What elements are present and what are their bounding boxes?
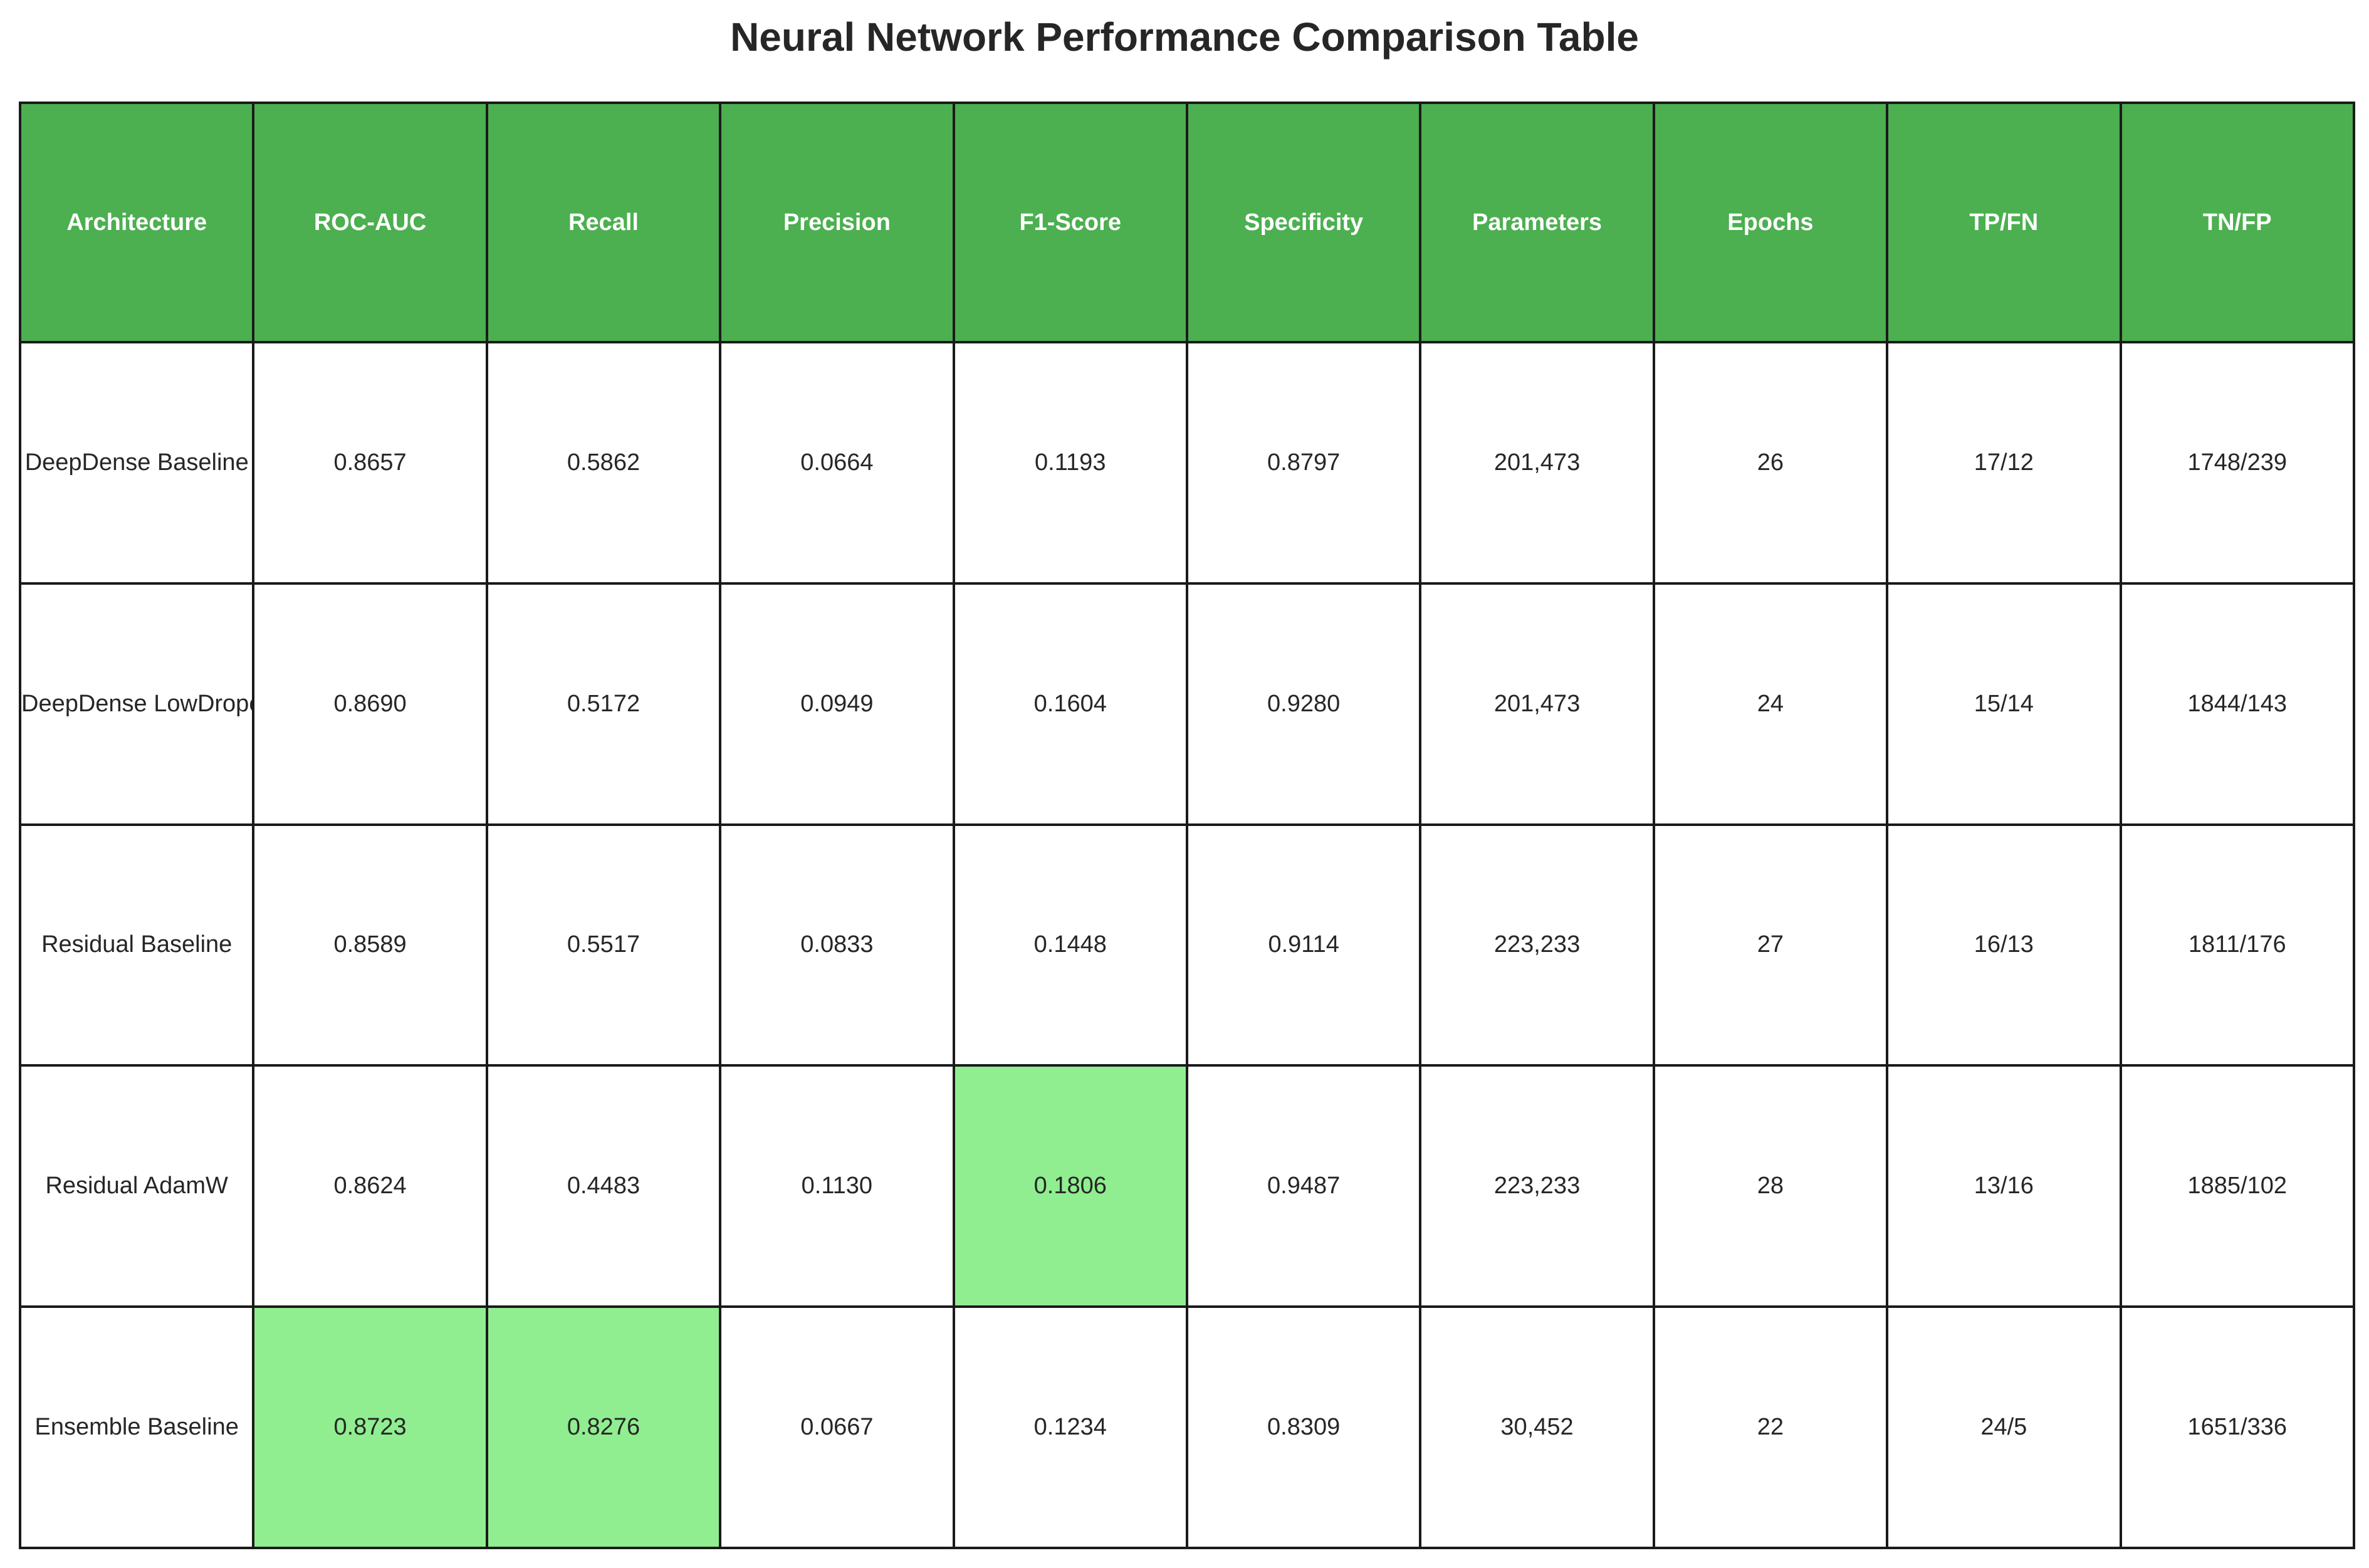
highlighted-best-cell: 0.1806 — [952, 1064, 1188, 1309]
comparison-table-container: Architecture ROC-AUC Recall Precision F1… — [19, 102, 2355, 1549]
table-cell: 1651/336 — [2119, 1305, 2355, 1549]
table-cell: 1885/102 — [2119, 1064, 2355, 1309]
table-cell: 27 — [1652, 823, 1889, 1067]
table-cell: 223,233 — [1419, 823, 1655, 1067]
table-cell: 0.1193 — [952, 341, 1188, 585]
table-row: Ensemble Baseline 0.8723 0.8276 0.0667 0… — [19, 1305, 2355, 1549]
table-cell: 0.0833 — [719, 823, 955, 1067]
table-cell: 0.0667 — [719, 1305, 955, 1549]
table-cell: 0.9280 — [1185, 582, 1422, 826]
table-cell: 0.5172 — [485, 582, 722, 826]
table-cell: 13/16 — [1886, 1064, 2122, 1309]
table-cell: 22 — [1652, 1305, 1889, 1549]
table-cell: 0.1448 — [952, 823, 1188, 1067]
table-cell: 201,473 — [1419, 341, 1655, 585]
table-row: DeepDense LowDropout 0.8690 0.5172 0.094… — [19, 582, 2355, 826]
table-cell: 0.8797 — [1185, 341, 1422, 585]
table-cell: 0.9114 — [1185, 823, 1422, 1067]
architecture-cell: DeepDense LowDropout — [19, 582, 255, 826]
table-cell: 30,452 — [1419, 1305, 1655, 1549]
table-cell: 1811/176 — [2119, 823, 2355, 1067]
column-header: Epochs — [1652, 102, 1889, 343]
table-cell: 0.5517 — [485, 823, 722, 1067]
column-header: F1-Score — [952, 102, 1188, 343]
table-cell: 0.0664 — [719, 341, 955, 585]
table-cell: 1844/143 — [2119, 582, 2355, 826]
table-cell: 26 — [1652, 341, 1889, 585]
table-cell: 0.8624 — [252, 1064, 488, 1309]
table-cell: 223,233 — [1419, 1064, 1655, 1309]
table-cell: 0.1130 — [719, 1064, 955, 1309]
table-cell: 1748/239 — [2119, 341, 2355, 585]
table-cell: 0.8690 — [252, 582, 488, 826]
column-header: Specificity — [1185, 102, 1422, 343]
column-header: Precision — [719, 102, 955, 343]
table-cell: 17/12 — [1886, 341, 2122, 585]
table-cell: 0.1234 — [952, 1305, 1188, 1549]
table-row: Residual Baseline 0.8589 0.5517 0.0833 0… — [19, 823, 2355, 1067]
table-cell: 24/5 — [1886, 1305, 2122, 1549]
table-row: DeepDense Baseline 0.8657 0.5862 0.0664 … — [19, 341, 2355, 585]
table-cell: 0.4483 — [485, 1064, 722, 1309]
column-header: Parameters — [1419, 102, 1655, 343]
chart-title: Neural Network Performance Comparison Ta… — [730, 14, 1639, 60]
table-cell: 15/14 — [1886, 582, 2122, 826]
column-header: Recall — [485, 102, 722, 343]
table-cell: 0.8589 — [252, 823, 488, 1067]
table-cell: 0.8657 — [252, 341, 488, 585]
table-cell: 0.1604 — [952, 582, 1188, 826]
table-cell: 24 — [1652, 582, 1889, 826]
architecture-cell: Ensemble Baseline — [19, 1305, 255, 1549]
table-cell: 0.9487 — [1185, 1064, 1422, 1309]
table-cell: 0.5862 — [485, 341, 722, 585]
architecture-cell: Residual Baseline — [19, 823, 255, 1067]
performance-comparison-table: Architecture ROC-AUC Recall Precision F1… — [19, 102, 2355, 1549]
column-header: Architecture — [19, 102, 255, 343]
column-header: ROC-AUC — [252, 102, 488, 343]
table-cell: 0.8309 — [1185, 1305, 1422, 1549]
table-cell: 201,473 — [1419, 582, 1655, 826]
architecture-cell: Residual AdamW — [19, 1064, 255, 1309]
architecture-cell: DeepDense Baseline — [19, 341, 255, 585]
highlighted-best-cell: 0.8723 — [252, 1305, 488, 1549]
column-header: TP/FN — [1886, 102, 2122, 343]
column-header: TN/FP — [2119, 102, 2355, 343]
table-row: Residual AdamW 0.8624 0.4483 0.1130 0.18… — [19, 1064, 2355, 1309]
table-cell: 28 — [1652, 1064, 1889, 1309]
table-cell: 0.0949 — [719, 582, 955, 826]
table-cell: 16/13 — [1886, 823, 2122, 1067]
header-row: Architecture ROC-AUC Recall Precision F1… — [19, 102, 2355, 343]
highlighted-best-cell: 0.8276 — [485, 1305, 722, 1549]
